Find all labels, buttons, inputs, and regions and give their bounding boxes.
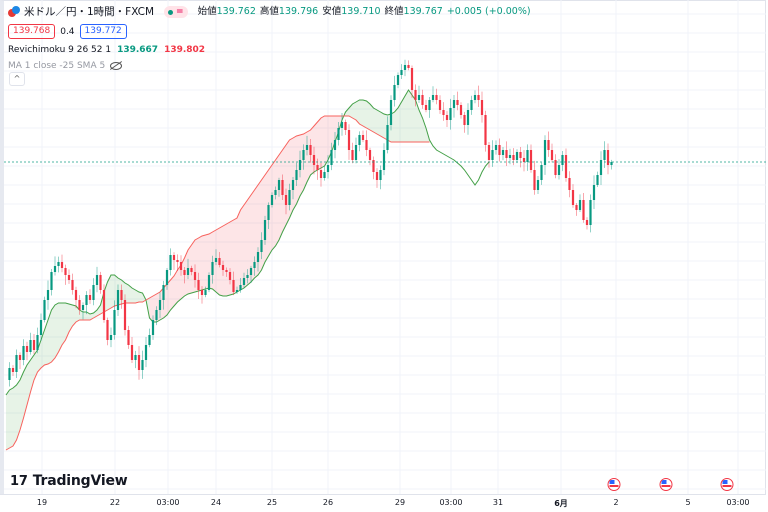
time-tick: 24 xyxy=(210,498,222,507)
time-tick: 2 xyxy=(613,498,619,507)
symbol-title[interactable]: 米ドル／円・1時間・FXCM xyxy=(24,6,155,18)
tradingview-logo-text: TradingView xyxy=(32,473,128,489)
time-tick: 03:00 xyxy=(439,498,463,507)
change-value: +0.005 (+0.00%) xyxy=(446,6,531,17)
time-tick: 22 xyxy=(109,498,121,507)
spread-value: 0.4 xyxy=(60,26,75,37)
time-tick: 03:00 xyxy=(726,498,750,507)
time-tick: 29 xyxy=(394,498,406,507)
high-label: 高値 xyxy=(259,6,279,17)
low-value: 139.710 xyxy=(341,6,381,17)
time-tick: 19 xyxy=(36,498,48,507)
price-chart[interactable] xyxy=(0,0,768,494)
sell-button[interactable]: 139.768 xyxy=(8,24,56,39)
ma-row[interactable]: MA 1 close -25 SMA 5 xyxy=(8,59,531,73)
ohlc-values: 始値139.762 高値139.796 安値139.710 終値139.767 … xyxy=(198,5,531,19)
open-value: 139.762 xyxy=(216,6,256,17)
us-event-flag-icon[interactable] xyxy=(720,478,734,491)
time-tick: 6月 xyxy=(554,499,568,508)
collapse-legend-button[interactable]: ^ xyxy=(9,72,25,86)
time-tick: 5 xyxy=(685,498,691,507)
symbol-row: 米ドル／円・1時間・FXCM = 始値139.762 高値139.796 安値1… xyxy=(8,5,531,19)
us-event-flag-icon[interactable] xyxy=(659,478,673,491)
time-tick: 03:00 xyxy=(156,498,180,507)
chart-legend: 米ドル／円・1時間・FXCM = 始値139.762 高値139.796 安値1… xyxy=(8,5,531,73)
time-tick: 26 xyxy=(322,498,334,507)
time-tick: 25 xyxy=(266,498,278,507)
close-value: 139.767 xyxy=(403,6,443,17)
tradingview-mark-icon: 17 xyxy=(10,473,28,489)
low-label: 安値 xyxy=(322,6,342,17)
market-status-pill[interactable]: = xyxy=(164,6,188,18)
high-value: 139.796 xyxy=(278,6,319,17)
indicator-name[interactable]: Revichimoku 9 26 52 1 xyxy=(8,45,112,55)
us-event-flag-icon[interactable] xyxy=(607,478,621,491)
time-tick: 31 xyxy=(492,498,504,507)
data-equal-icon: = xyxy=(176,7,184,17)
indicator-row[interactable]: Revichimoku 9 26 52 1 139.667 139.802 xyxy=(8,43,531,57)
buy-button[interactable]: 139.772 xyxy=(79,24,127,39)
trade-row: 139.768 0.4 139.772 xyxy=(8,24,531,39)
open-label: 始値 xyxy=(197,6,217,17)
tradingview-logo[interactable]: 17 TradingView xyxy=(10,473,128,489)
time-axis[interactable]: 19 22 03:00 24 25 26 29 03:00 31 6月 2 5 03:00 xyxy=(0,494,766,511)
close-label: 終値 xyxy=(384,6,404,17)
market-open-dot-icon xyxy=(168,9,174,15)
ma-label[interactable]: MA 1 close -25 SMA 5 xyxy=(8,61,106,71)
hidden-eye-icon[interactable] xyxy=(110,62,123,70)
usd-jpy-flag-icon xyxy=(8,6,20,18)
indicator-value-red: 139.802 xyxy=(164,45,206,55)
indicator-value-green: 139.667 xyxy=(117,45,159,55)
